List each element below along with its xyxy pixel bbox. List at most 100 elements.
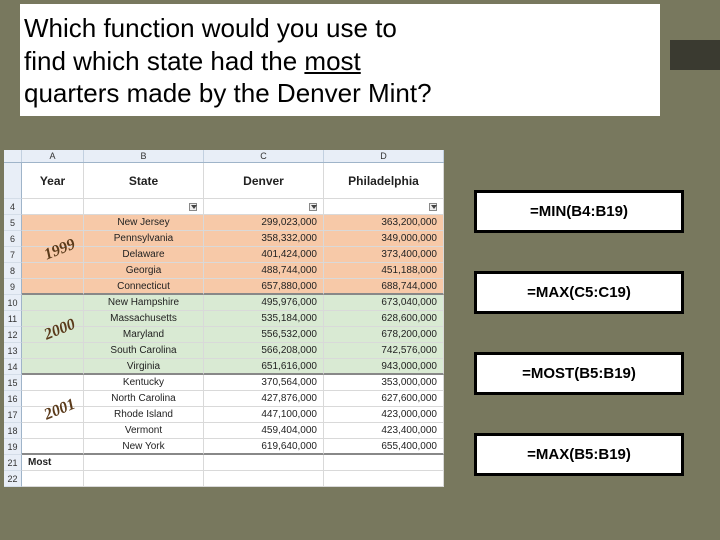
question-line2-pre: find which state had the <box>24 46 304 76</box>
filter-philly[interactable] <box>324 199 444 215</box>
table-row: 19 New York619,640,000655,400,000 <box>4 439 444 455</box>
state-cell: North Carolina <box>84 391 204 407</box>
year-cell <box>22 423 84 439</box>
state-cell: New York <box>84 439 204 455</box>
denver-cell: 651,616,000 <box>204 359 324 375</box>
denver-cell: 619,640,000 <box>204 439 324 455</box>
header-year: Year <box>22 163 84 199</box>
rownum: 8 <box>4 263 22 279</box>
denver-cell: 657,880,000 <box>204 279 324 295</box>
accent-bar <box>670 40 720 70</box>
header-data-row: Year State Denver Philadelphia <box>4 163 444 199</box>
denver-cell: 566,208,000 <box>204 343 324 359</box>
answer-option-4[interactable]: =MAX(B5:B19) <box>474 433 684 476</box>
philly-cell: 423,000,000 <box>324 407 444 423</box>
rownum: 7 <box>4 247 22 263</box>
rownum: 10 <box>4 295 22 311</box>
philly-cell: 688,744,000 <box>324 279 444 295</box>
filter-state[interactable] <box>84 199 204 215</box>
state-cell: Massachusetts <box>84 311 204 327</box>
answer-option-1[interactable]: =MIN(B4:B19) <box>474 190 684 233</box>
col-header-c: C <box>204 150 324 162</box>
answer-option-2[interactable]: =MAX(C5:C19) <box>474 271 684 314</box>
state-cell: Pennsylvania <box>84 231 204 247</box>
state-cell: New Jersey <box>84 215 204 231</box>
philly-cell: 678,200,000 <box>324 327 444 343</box>
table-row: 8Georgia488,744,000451,188,000 <box>4 263 444 279</box>
table-row: 10 New Hampshire495,976,000673,040,000 <box>4 295 444 311</box>
extra-c <box>204 471 324 487</box>
state-cell: New Hampshire <box>84 295 204 311</box>
rownum: 13 <box>4 343 22 359</box>
most-b <box>84 455 204 471</box>
denver-cell: 370,564,000 <box>204 375 324 391</box>
philly-cell: 353,000,000 <box>324 375 444 391</box>
most-c <box>204 455 324 471</box>
col-header-row: A B C D <box>4 150 444 163</box>
denver-cell: 299,023,000 <box>204 215 324 231</box>
philly-cell: 363,200,000 <box>324 215 444 231</box>
philly-cell: 373,400,000 <box>324 247 444 263</box>
question-text: Which function would you use to find whi… <box>24 12 656 110</box>
spreadsheet: A B C D Year State Denver Philadelphia 4 <box>4 150 444 487</box>
philly-cell: 673,040,000 <box>324 295 444 311</box>
philly-cell: 655,400,000 <box>324 439 444 455</box>
state-cell: South Carolina <box>84 343 204 359</box>
table-row: 172001Rhode Island447,100,000423,000,000 <box>4 407 444 423</box>
filter-denver[interactable] <box>204 199 324 215</box>
rownum: 11 <box>4 311 22 327</box>
denver-cell: 556,532,000 <box>204 327 324 343</box>
answer-options: =MIN(B4:B19) =MAX(C5:C19) =MOST(B5:B19) … <box>474 190 684 476</box>
state-cell: Virginia <box>84 359 204 375</box>
rownum: 6 <box>4 231 22 247</box>
state-cell: Georgia <box>84 263 204 279</box>
extra-a <box>22 471 84 487</box>
table-row: 9 Connecticut657,880,000688,744,000 <box>4 279 444 295</box>
state-cell: Connecticut <box>84 279 204 295</box>
denver-cell: 358,332,000 <box>204 231 324 247</box>
philly-cell: 628,600,000 <box>324 311 444 327</box>
col-header-blank <box>4 150 22 162</box>
year-cell <box>22 343 84 359</box>
table-row: 122000Maryland556,532,000678,200,000 <box>4 327 444 343</box>
year-cell: 2000 <box>22 327 84 343</box>
table-row: 15Kentucky370,564,000353,000,000 <box>4 375 444 391</box>
philly-cell: 742,576,000 <box>324 343 444 359</box>
year-cell <box>22 295 84 311</box>
rownum: 19 <box>4 439 22 455</box>
col-header-b: B <box>84 150 204 162</box>
extra-b <box>84 471 204 487</box>
state-cell: Maryland <box>84 327 204 343</box>
denver-cell: 495,976,000 <box>204 295 324 311</box>
rownum: 14 <box>4 359 22 375</box>
filter-icon[interactable] <box>309 203 317 211</box>
question-box: Which function would you use to find whi… <box>20 4 660 116</box>
answer-option-3[interactable]: =MOST(B5:B19) <box>474 352 684 395</box>
denver-cell: 459,404,000 <box>204 423 324 439</box>
question-line1: Which function would you use to <box>24 13 397 43</box>
table-row: 5 New Jersey299,023,000363,200,000 <box>4 215 444 231</box>
rownum: 12 <box>4 327 22 343</box>
filter-icon[interactable] <box>429 203 437 211</box>
rownum: 9 <box>4 279 22 295</box>
rownum: 5 <box>4 215 22 231</box>
year-cell <box>22 439 84 455</box>
denver-cell: 427,876,000 <box>204 391 324 407</box>
year-cell: 1999 <box>22 247 84 263</box>
most-label: Most <box>22 455 84 471</box>
col-header-d: D <box>324 150 444 162</box>
year-cell <box>22 279 84 295</box>
col-header-a: A <box>22 150 84 162</box>
most-row: 21 Most <box>4 455 444 471</box>
rownum-21: 21 <box>4 455 22 471</box>
year-cell <box>22 375 84 391</box>
rownum-22: 22 <box>4 471 22 487</box>
filter-icon[interactable] <box>189 203 197 211</box>
question-line3: quarters made by the Denver Mint? <box>24 78 432 108</box>
state-cell: Vermont <box>84 423 204 439</box>
philly-cell: 943,000,000 <box>324 359 444 375</box>
philly-cell: 451,188,000 <box>324 263 444 279</box>
question-line2-underlined: most <box>304 46 360 76</box>
denver-cell: 447,100,000 <box>204 407 324 423</box>
table-row: 71999Delaware401,424,000373,400,000 <box>4 247 444 263</box>
